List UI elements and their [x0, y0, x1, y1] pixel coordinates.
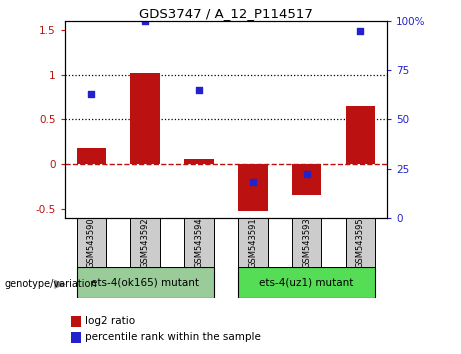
Bar: [130, 218, 160, 267]
Bar: [238, 267, 375, 298]
Bar: [130, 73, 160, 164]
Point: [142, 18, 149, 24]
Text: GSM543595: GSM543595: [356, 217, 365, 268]
Bar: [238, 164, 267, 211]
Polygon shape: [54, 280, 66, 289]
Text: GSM543594: GSM543594: [195, 217, 203, 268]
Bar: [77, 148, 106, 164]
Point: [249, 179, 256, 185]
Bar: [238, 218, 267, 267]
Point: [357, 28, 364, 34]
Text: percentile rank within the sample: percentile rank within the sample: [85, 332, 261, 342]
Point: [303, 172, 310, 177]
Point: [195, 87, 203, 93]
Text: genotype/variation: genotype/variation: [5, 279, 97, 289]
Text: GSM543593: GSM543593: [302, 217, 311, 268]
Text: ets-4(uz1) mutant: ets-4(uz1) mutant: [260, 278, 354, 288]
Bar: [346, 218, 375, 267]
Text: log2 ratio: log2 ratio: [85, 316, 136, 326]
Bar: [184, 159, 214, 164]
Title: GDS3747 / A_12_P114517: GDS3747 / A_12_P114517: [139, 7, 313, 20]
Bar: [292, 164, 321, 195]
Bar: [292, 218, 321, 267]
Text: ets-4(ok165) mutant: ets-4(ok165) mutant: [91, 278, 199, 288]
Bar: [346, 106, 375, 164]
Point: [88, 91, 95, 97]
Text: GSM543592: GSM543592: [141, 217, 150, 268]
Bar: [77, 218, 106, 267]
Bar: [77, 267, 214, 298]
Text: GSM543590: GSM543590: [87, 217, 96, 268]
Bar: [184, 218, 214, 267]
Text: GSM543591: GSM543591: [248, 217, 257, 268]
